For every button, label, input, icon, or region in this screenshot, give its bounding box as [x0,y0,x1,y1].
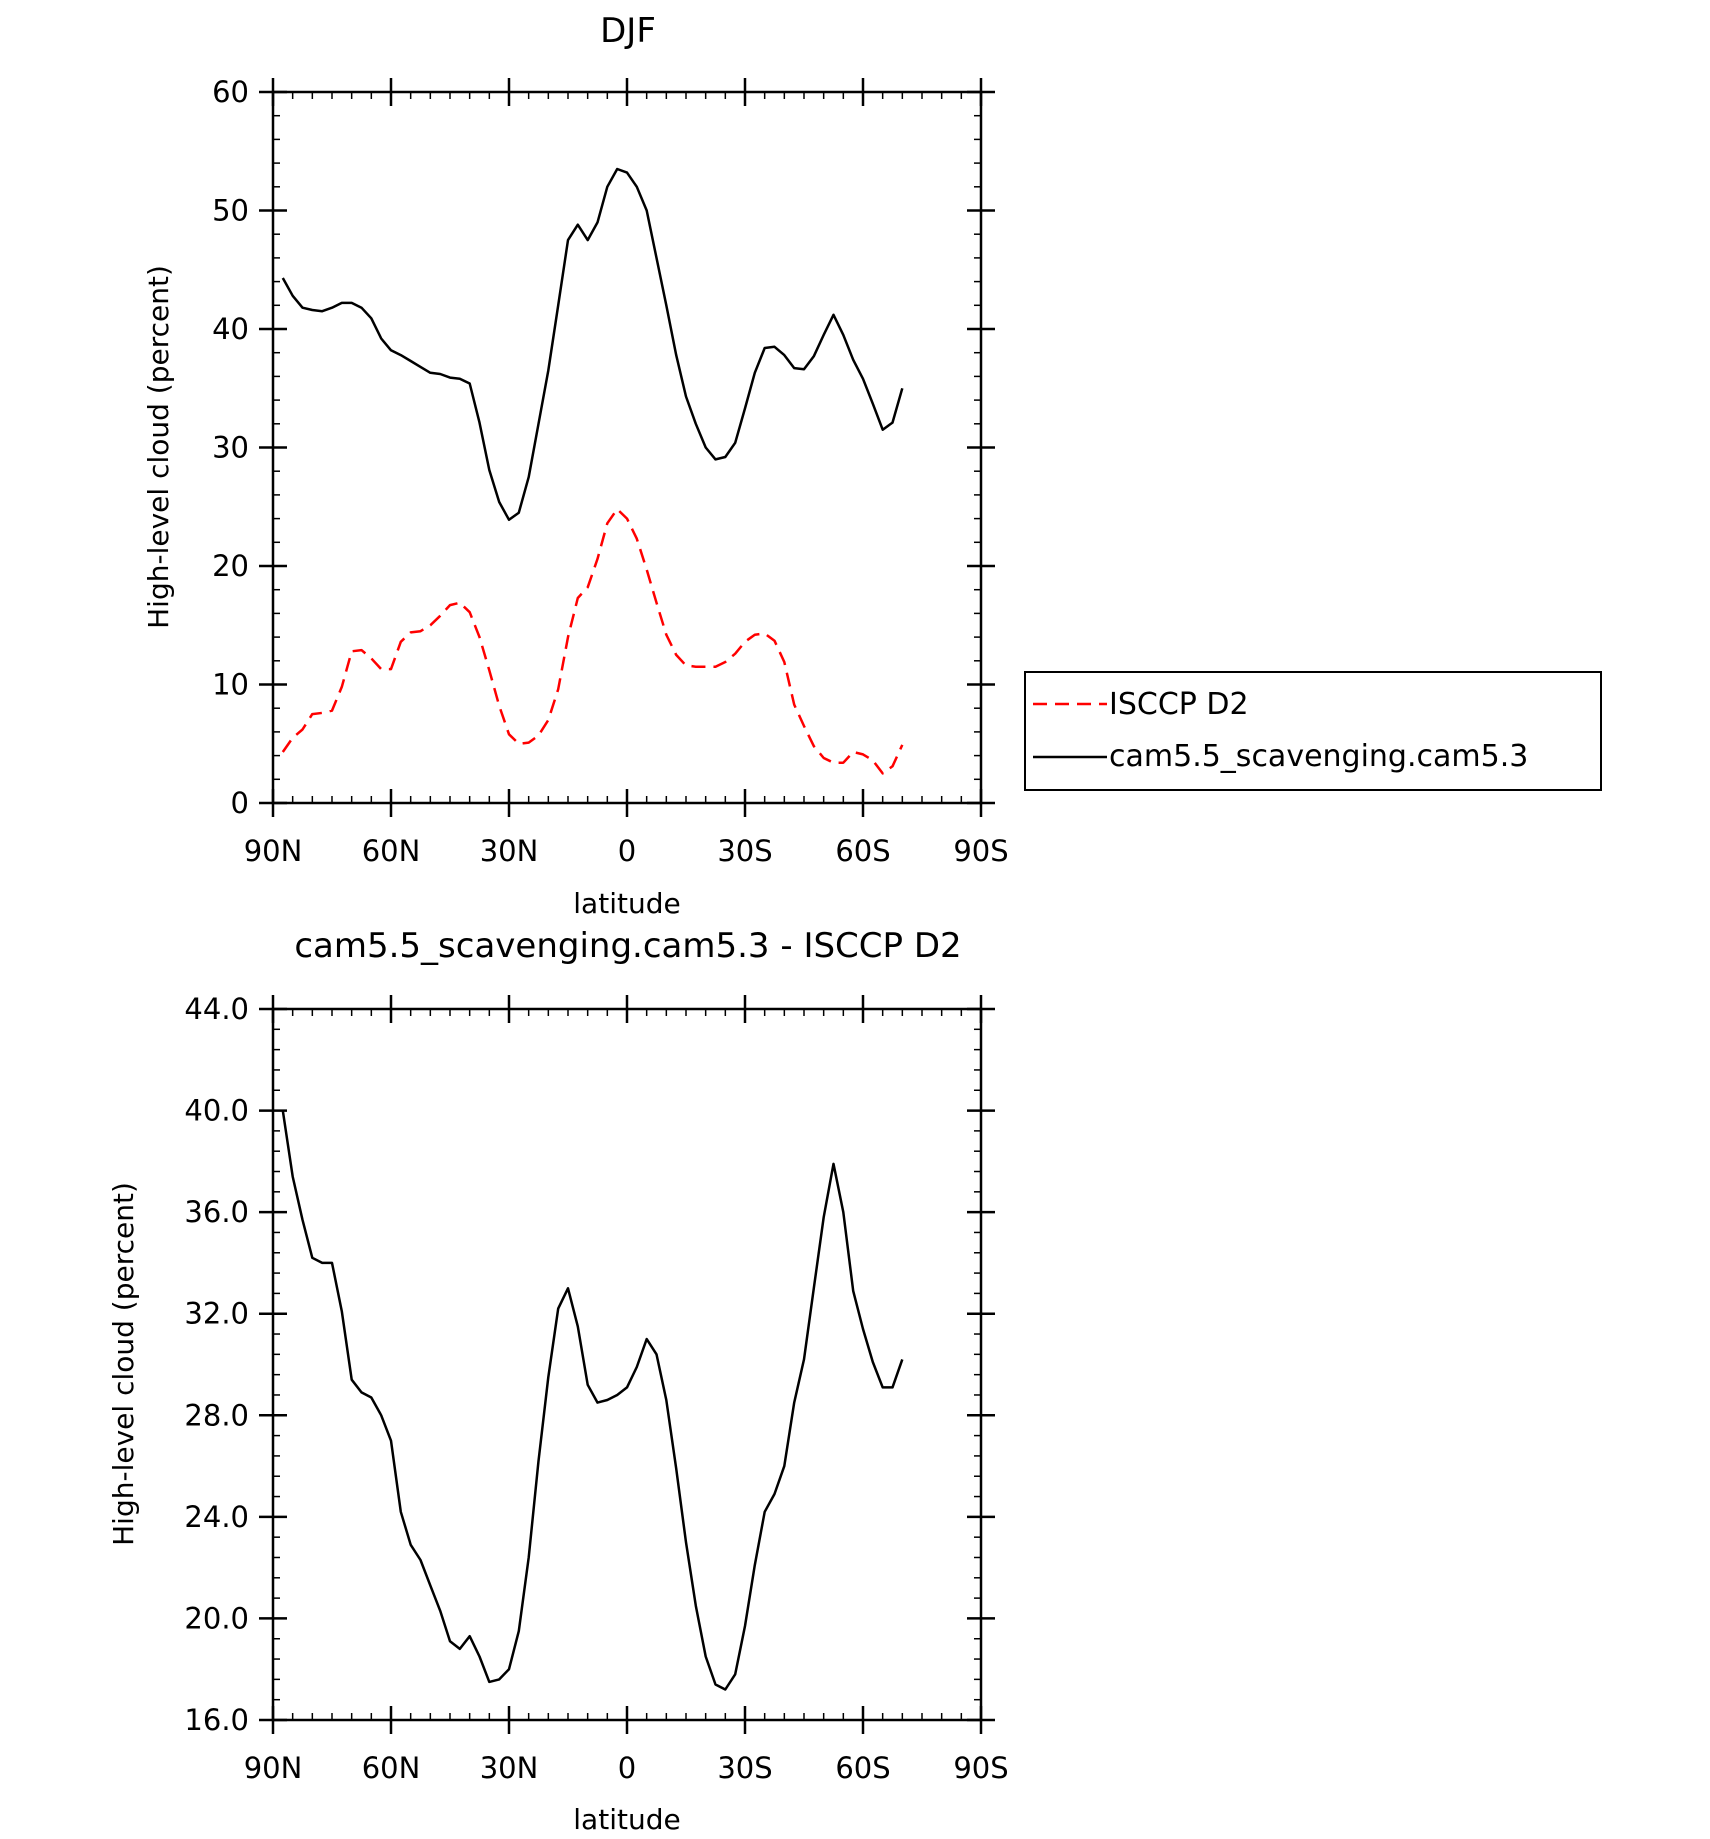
chart-title: DJF [600,11,656,51]
x-tick-label: 60S [835,1751,890,1785]
y-tick-label: 60 [212,75,249,109]
y-tick-labels: 16.0 20.0 24.0 28.0 32.0 36.0 40.0 44.0 [184,992,249,1737]
x-tick-label: 60S [835,834,890,868]
legend-label-model: cam5.5_scavenging.cam5.3 [1109,739,1528,774]
series-layer [281,1110,904,1691]
x-tick-labels: 90N 60N 30N 0 30S 60S 90S [244,1751,1009,1785]
x-tick-label: 30S [717,1751,772,1785]
series-layer [281,167,904,775]
top-panel: DJF 0 10 20 30 40 50 60 90N 60N 30N 0 30S 60S 90S la… [142,11,1602,920]
y-tick-label: 50 [212,194,249,228]
x-tick-label: 30N [480,1751,539,1785]
x-tick-label: 30S [717,834,772,868]
legend-box [1024,671,1602,791]
x-axis-label: latitude [573,887,680,920]
x-tick-label: 90N [244,1751,303,1785]
x-tick-label: 60N [362,1751,421,1785]
axes-ticks [259,78,995,817]
y-tick-label: 20.0 [184,1601,249,1635]
y-tick-label: 10 [212,668,249,702]
legend: ISCCP D2 cam5.5_scavenging.cam5.3 [1024,671,1602,791]
plot-frame [271,1007,983,1722]
y-tick-label: 36.0 [184,1195,249,1229]
x-tick-label: 90N [244,834,303,868]
x-tick-labels: 90N 60N 30N 0 30S 60S 90S [244,834,1009,868]
series-line-1 [281,167,904,522]
x-tick-label: 60N [362,834,421,868]
x-axis-label: latitude [573,1803,680,1836]
y-tick-label: 20 [212,549,249,583]
legend-label-isccp: ISCCP D2 [1109,687,1249,722]
plot-frame [271,90,983,805]
y-axis-label: High-level cloud (percent) [142,265,175,629]
x-tick-label: 90S [953,834,1008,868]
y-tick-label: 40 [212,312,249,346]
y-tick-label: 16.0 [184,1703,249,1737]
x-tick-label: 90S [953,1751,1008,1785]
series-line-0 [281,1110,904,1691]
chart-title: cam5.5_scavenging.cam5.3 - ISCCP D2 [294,926,961,966]
y-axis-label: High-level cloud (percent) [107,1182,140,1546]
y-tick-label: 30 [212,431,249,465]
y-tick-label: 0 [231,786,249,820]
y-tick-label: 40.0 [184,1094,249,1128]
y-tick-labels: 0 10 20 30 40 50 60 [212,75,249,820]
y-tick-label: 24.0 [184,1500,249,1534]
x-tick-label: 0 [618,1751,636,1785]
series-line-0 [281,507,904,775]
bottom-panel: cam5.5_scavenging.cam5.3 - ISCCP D2 16.0… [107,926,1009,1836]
axes-ticks [259,995,995,1734]
x-tick-label: 30N [480,834,539,868]
y-tick-label: 44.0 [184,992,249,1026]
y-tick-label: 32.0 [184,1297,249,1331]
y-tick-label: 28.0 [184,1398,249,1432]
x-tick-label: 0 [618,834,636,868]
